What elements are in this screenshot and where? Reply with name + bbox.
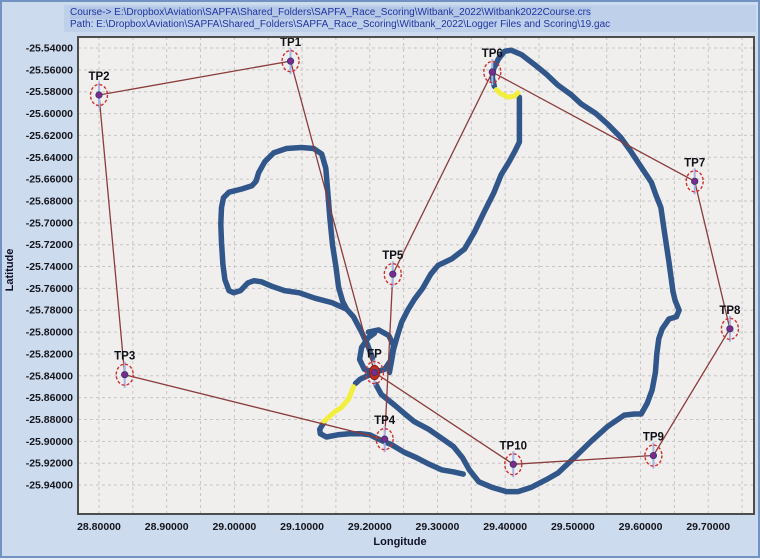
turnpoint-tp3[interactable]: TP3 bbox=[114, 351, 135, 388]
marker-dot-icon bbox=[95, 91, 103, 99]
turnpoint-label: TP5 bbox=[382, 250, 404, 262]
y-tick-label: -25.72000 bbox=[26, 239, 73, 251]
y-tick-label: -25.68000 bbox=[26, 195, 73, 207]
turnpoint-label: TP8 bbox=[719, 305, 741, 317]
y-tick-label: -25.64000 bbox=[26, 152, 73, 164]
track-highlight-segment bbox=[321, 384, 356, 425]
x-tick-label: 29.40000 bbox=[483, 521, 527, 533]
x-tick-label: 29.10000 bbox=[280, 521, 324, 533]
logger-file-path: Path: E:\Dropbox\Aviation\SAPFA\Shared_F… bbox=[70, 19, 611, 30]
marker-ring-icon bbox=[115, 363, 134, 386]
marker-ring-icon bbox=[685, 170, 704, 193]
marker-dot-icon bbox=[649, 451, 658, 460]
y-tick-label: -25.70000 bbox=[26, 217, 73, 229]
y-tick-label: -25.80000 bbox=[26, 327, 73, 339]
y-tick-label: -25.54000 bbox=[26, 43, 73, 55]
plot-border bbox=[77, 36, 755, 515]
x-axis-title: Longitude bbox=[373, 536, 427, 548]
flight-track-segment bbox=[218, 144, 376, 362]
x-tick-label: 29.50000 bbox=[551, 521, 595, 533]
y-tick-label: -25.82000 bbox=[26, 348, 73, 360]
flight-track bbox=[218, 47, 682, 495]
x-tick-label: 29.70000 bbox=[686, 521, 730, 533]
turnpoint-label: TP4 bbox=[374, 415, 396, 427]
marker-dot-icon bbox=[389, 270, 397, 278]
y-tick-label: -25.58000 bbox=[26, 86, 73, 98]
marker-dot-icon bbox=[488, 68, 496, 76]
turnpoint-tp1[interactable]: TP1 bbox=[280, 37, 302, 75]
marker-dot-icon bbox=[286, 57, 295, 65]
marker-ring-icon bbox=[720, 317, 740, 341]
turnpoint-label: TP7 bbox=[684, 157, 705, 169]
x-tick-label: 29.30000 bbox=[416, 521, 460, 533]
flight-track-segment bbox=[386, 94, 523, 376]
turnpoint-tp6[interactable]: TP6 bbox=[482, 48, 503, 86]
marker-ring-icon bbox=[504, 453, 523, 476]
x-tick-label: 28.80000 bbox=[77, 521, 121, 533]
flight-track-segment bbox=[373, 47, 682, 495]
y-tick-label: -25.78000 bbox=[26, 305, 73, 317]
y-tick-label: -25.94000 bbox=[26, 480, 73, 492]
marker-ring-icon bbox=[375, 427, 394, 451]
marker-dot-icon bbox=[726, 325, 734, 333]
y-tick-label: -25.90000 bbox=[26, 436, 73, 448]
course-line bbox=[98, 60, 731, 465]
marker-ring-icon bbox=[89, 83, 109, 107]
x-tick-label: 29.60000 bbox=[619, 521, 663, 533]
y-tick-label: -25.56000 bbox=[26, 64, 73, 76]
turnpoint-label: TP6 bbox=[482, 48, 503, 60]
marker-ring-icon bbox=[364, 360, 385, 385]
turnpoint-fp[interactable]: FP bbox=[364, 349, 385, 386]
y-tick-label: -25.74000 bbox=[26, 261, 73, 273]
turnpoint-tp2[interactable]: TP2 bbox=[88, 71, 110, 109]
marker-dot-icon bbox=[121, 371, 129, 379]
y-tick-label: -25.60000 bbox=[26, 108, 73, 120]
y-tick-label: -25.84000 bbox=[26, 370, 73, 382]
turnpoint-label: TP9 bbox=[643, 432, 664, 444]
marker-dot-icon bbox=[691, 177, 699, 185]
gridlines bbox=[78, 37, 754, 514]
turnpoint-tp4[interactable]: TP4 bbox=[374, 415, 396, 453]
y-tick-label: -25.76000 bbox=[26, 283, 73, 295]
marker-ring-icon bbox=[483, 60, 502, 84]
y-tick-label: -25.86000 bbox=[26, 392, 73, 404]
y-tick-label: -25.88000 bbox=[26, 414, 73, 426]
course-file-path: Course-> E:\Dropbox\Aviation\SAPFA\Share… bbox=[70, 7, 591, 19]
turnpoint-tp7[interactable]: TP7 bbox=[684, 157, 705, 195]
plot-background bbox=[78, 37, 754, 514]
turnpoint-tp9[interactable]: TP9 bbox=[643, 432, 664, 469]
x-tick-label: 29.00000 bbox=[212, 521, 256, 533]
x-tick-label: 29.20000 bbox=[348, 521, 392, 533]
marker-ring-icon bbox=[383, 262, 402, 286]
turnpoint-tp10[interactable]: TP10 bbox=[500, 440, 528, 478]
turnpoint-label: TP3 bbox=[114, 351, 135, 363]
track-highlight-segment bbox=[493, 87, 521, 100]
turnpoint-label: TP1 bbox=[280, 37, 302, 49]
turnpoint-label: TP10 bbox=[500, 440, 528, 452]
turnpoint-label: FP bbox=[367, 349, 382, 361]
marker-dot-icon bbox=[381, 435, 389, 443]
y-tick-label: -25.66000 bbox=[26, 174, 73, 186]
turnpoint-tp8[interactable]: TP8 bbox=[719, 305, 741, 342]
y-tick-label: -25.62000 bbox=[26, 130, 73, 142]
marker-dot-icon bbox=[509, 460, 517, 468]
turnpoint-tp5[interactable]: TP5 bbox=[382, 250, 404, 288]
y-tick-label: -25.92000 bbox=[26, 458, 73, 470]
marker-ring-icon bbox=[644, 444, 663, 467]
turnpoint-label: TP2 bbox=[88, 71, 109, 83]
marker-dot-icon bbox=[370, 368, 379, 377]
x-tick-label: 28.90000 bbox=[145, 521, 189, 533]
